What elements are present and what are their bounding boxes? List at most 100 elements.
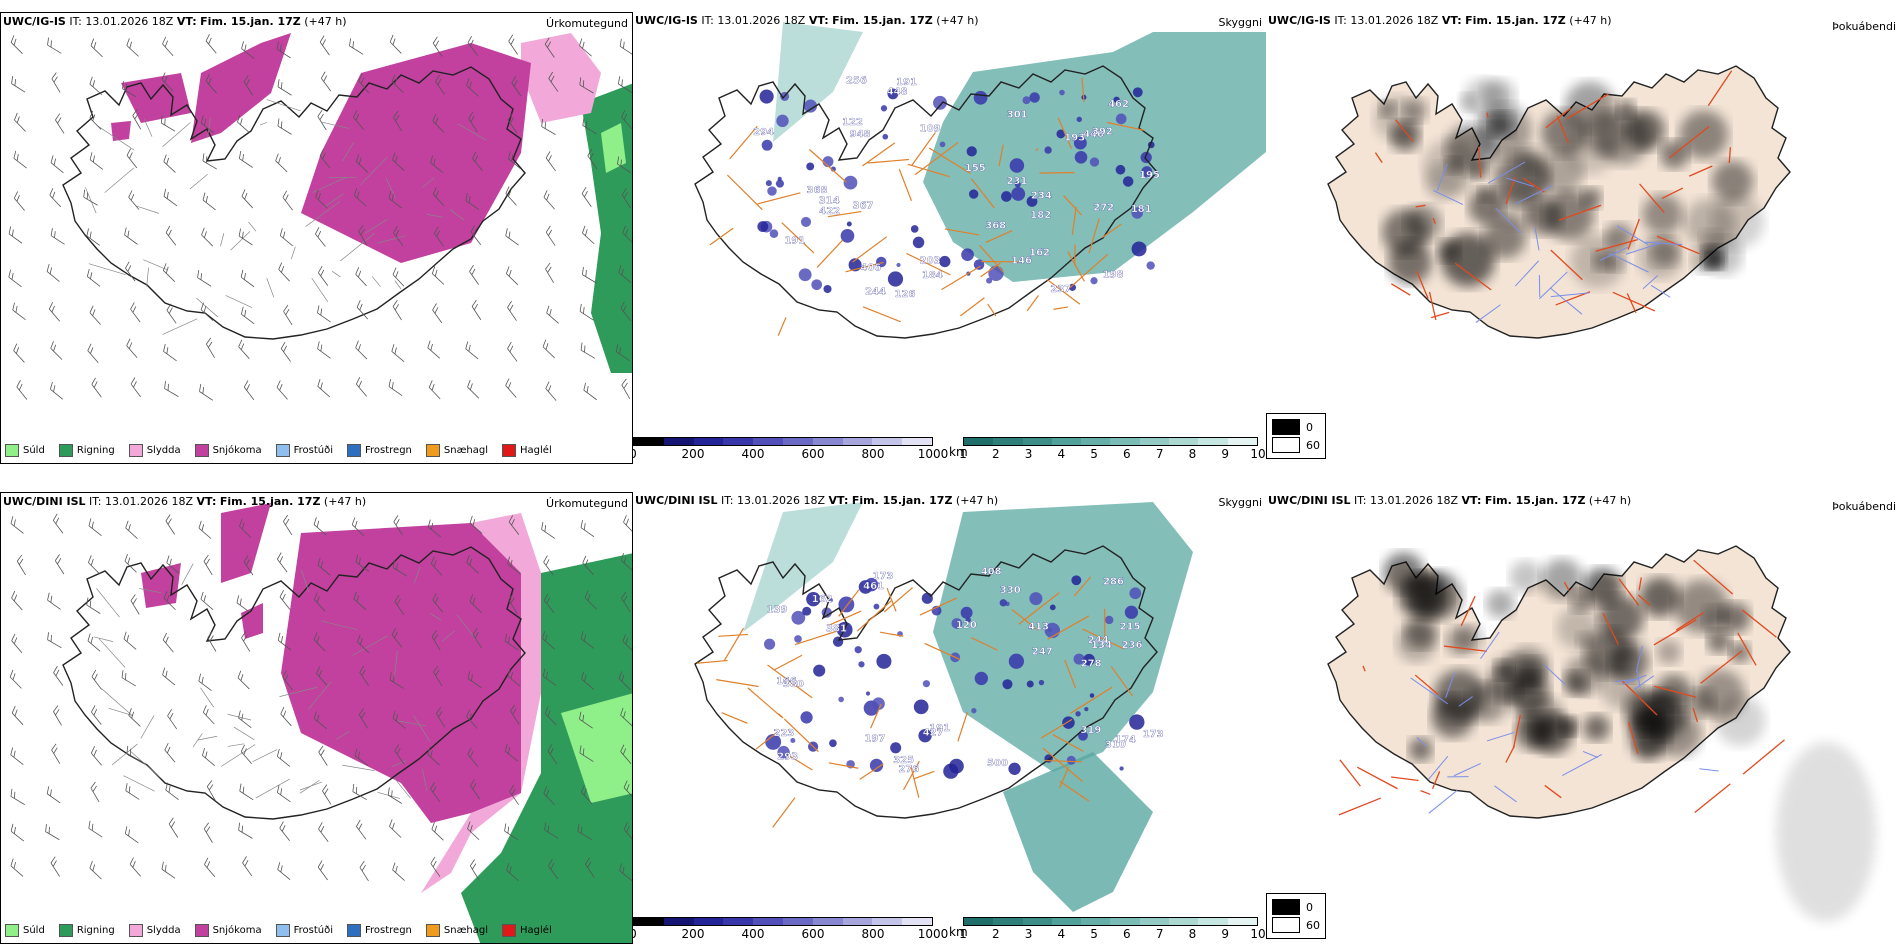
low-ceiling-cell — [1141, 166, 1153, 178]
wind-barb — [238, 822, 253, 839]
wind-barb — [322, 784, 332, 805]
wind-barb — [620, 301, 632, 322]
ceiling-value-label: 406 — [860, 263, 881, 274]
panel-header: UWC/DINI ISL IT: 13.01.2026 18Z VT: Fim.… — [1268, 494, 1632, 507]
low-ceiling-cell — [1008, 762, 1021, 775]
colorbar-cell — [634, 438, 664, 445]
wind-barb — [585, 857, 595, 878]
ceiling-value-label: 195 — [1139, 170, 1160, 181]
wind-barb — [313, 711, 328, 730]
wind-barb — [202, 192, 216, 211]
low-ceiling-cell — [960, 606, 973, 619]
legend-label: Snjókoma — [212, 925, 262, 936]
ceiling-value-label: 193 — [1064, 132, 1085, 143]
road-line — [755, 730, 780, 750]
wind-barb — [619, 38, 632, 56]
wind-barb — [275, 153, 288, 173]
wind-barb — [316, 666, 328, 686]
low-ceiling-cell — [843, 175, 858, 190]
legend-label: Rigning — [76, 925, 115, 936]
wind-barb — [87, 633, 101, 652]
wind-barb — [13, 150, 27, 169]
colorbar-cell — [964, 918, 994, 925]
road-line — [911, 132, 936, 167]
road-line — [1522, 177, 1545, 193]
wind-barb — [283, 514, 293, 536]
low-ceiling-cell — [1076, 116, 1082, 123]
low-ceiling-cell — [840, 229, 855, 243]
ceiling-value-label: 461 — [863, 581, 884, 592]
river-line — [1427, 755, 1449, 781]
legend-item: Haglél — [502, 924, 552, 937]
wind-barb — [504, 743, 519, 762]
road-line — [1057, 117, 1072, 149]
panel-title: Skyggni — [1218, 496, 1262, 509]
low-ceiling-cell — [986, 277, 993, 284]
wind-barb — [200, 591, 214, 611]
wind-barb — [279, 821, 290, 842]
low-ceiling-cell — [922, 680, 931, 688]
low-ceiling-cell — [951, 618, 963, 629]
wind-barb — [9, 669, 22, 689]
ceiling-colorbar: 02004006008001000m — [633, 917, 948, 941]
road-line — [331, 270, 341, 278]
wind-barb — [161, 72, 174, 92]
wind-barb — [90, 38, 103, 58]
legend-swatch — [128, 924, 143, 937]
wind-barb — [162, 667, 176, 686]
wind-barb — [466, 555, 479, 574]
road-line — [828, 610, 862, 626]
colorbar-cell — [1227, 918, 1257, 925]
road-line — [906, 252, 951, 276]
road-line — [1067, 251, 1085, 282]
wind-barb — [543, 593, 555, 614]
road-line — [266, 277, 275, 298]
wind-barb — [431, 266, 445, 285]
road-line — [1374, 152, 1383, 163]
road-line — [816, 239, 844, 268]
legend-label: Frostúði — [293, 925, 333, 936]
fog-index-cell — [1556, 607, 1599, 649]
road-line — [385, 177, 396, 199]
ceiling-value-label: 272 — [1093, 203, 1114, 214]
rain-area — [461, 553, 632, 943]
low-ceiling-cell — [1073, 653, 1085, 665]
wind-barb — [579, 745, 594, 762]
river-line — [1625, 242, 1661, 255]
low-ceiling-cell — [838, 696, 844, 703]
ceiling-value-label: 244 — [1088, 635, 1109, 646]
wind-barb — [277, 632, 292, 651]
low-ceiling-cell — [1115, 113, 1127, 125]
wind-barb — [394, 594, 405, 615]
wind-barb — [388, 190, 403, 209]
river-line — [1494, 785, 1517, 803]
wind-barb — [358, 73, 370, 94]
fog-index-cell — [1467, 682, 1507, 723]
legend-label: Slydda — [146, 925, 181, 936]
legend-item: Snæhagl — [425, 444, 488, 457]
legend-item: Slydda — [128, 444, 181, 457]
low-ceiling-cell — [973, 90, 988, 105]
road-line — [197, 735, 218, 741]
wind-barb — [623, 515, 632, 535]
sleet-area — [421, 513, 541, 893]
wind-barb — [545, 262, 555, 284]
colorbar-tick: 800 — [861, 927, 885, 941]
low-ceiling-cell — [800, 711, 813, 724]
wind-barb — [545, 225, 556, 246]
wind-barb — [165, 782, 179, 800]
road-line — [248, 221, 257, 232]
road-line — [397, 720, 427, 727]
wind-barb — [427, 340, 441, 359]
road-line — [838, 589, 860, 617]
low-ceiling-cell — [767, 186, 777, 196]
low-ceiling-cell — [933, 95, 947, 110]
colorbar-tick: 400 — [741, 927, 765, 941]
low-ceiling-cell — [1129, 587, 1142, 600]
road-line — [1505, 177, 1516, 205]
ceiling-value-label: 234 — [1031, 190, 1052, 201]
colorbar-tick: 7 — [1155, 447, 1164, 461]
wind-barb — [277, 784, 291, 803]
wind-barb — [202, 705, 215, 725]
wind-barb — [283, 304, 293, 326]
